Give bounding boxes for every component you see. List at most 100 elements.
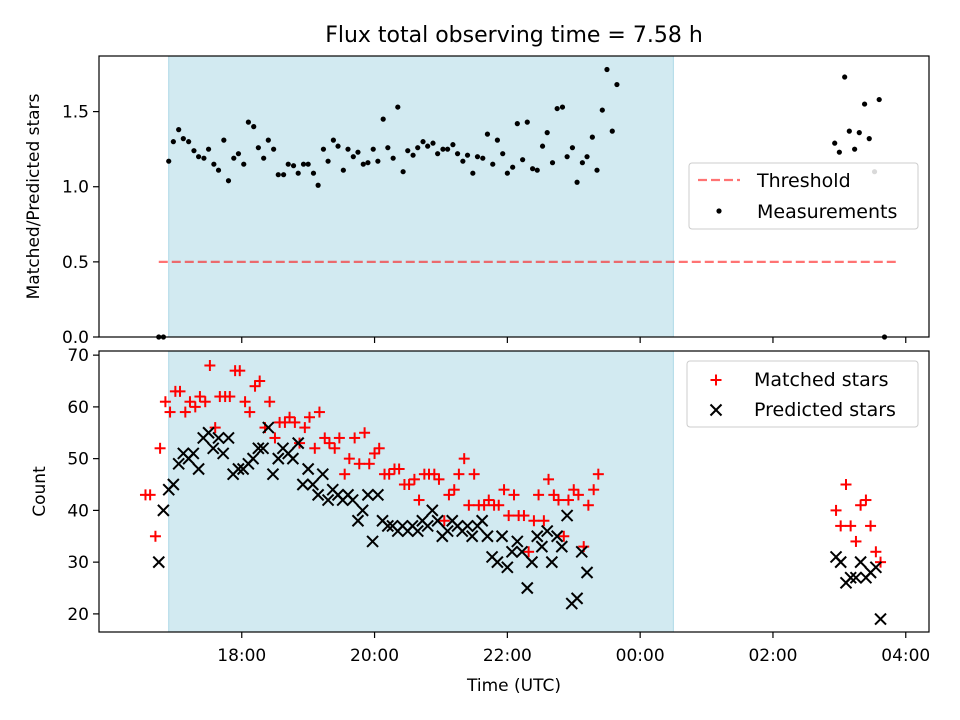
matched-point	[523, 546, 535, 558]
predicted-point-b	[570, 592, 584, 605]
predicted-point-b	[222, 431, 235, 445]
measurement-point	[355, 149, 361, 155]
predicted-point-b	[321, 493, 335, 507]
predicted-point-b	[580, 566, 594, 579]
measurement-point	[261, 155, 267, 161]
predicted-point-b	[426, 504, 439, 517]
predicted-point	[481, 530, 494, 543]
predicted-point	[874, 612, 887, 626]
measurement-point	[609, 128, 615, 134]
measurement-point	[325, 158, 331, 164]
predicted-point	[152, 555, 165, 569]
measurement-point	[504, 170, 510, 176]
predicted-point	[461, 519, 474, 533]
measurement-point	[579, 160, 585, 166]
predicted-point	[421, 519, 434, 533]
matched-point	[189, 401, 201, 413]
predicted-point-b	[874, 612, 887, 626]
measurement-point	[836, 149, 842, 155]
predicted-point-b	[346, 493, 359, 507]
matched-point	[264, 396, 276, 408]
bottom-plot-frame	[98, 350, 930, 633]
matched-point	[572, 489, 584, 501]
measurement-point	[221, 137, 227, 143]
measurement-point	[420, 139, 426, 145]
bottom-legend-box	[686, 360, 919, 428]
matched-point	[393, 463, 405, 475]
matched-point	[363, 458, 375, 470]
predicted-point	[834, 555, 847, 569]
measurement-point	[832, 140, 838, 146]
x-axis-label: Time (UTC)	[466, 676, 561, 696]
measurement-point	[549, 160, 556, 166]
predicted-point	[381, 519, 395, 533]
measurement-point	[395, 104, 401, 110]
measurement-point	[370, 146, 376, 152]
legend-measurements-label: Measurements	[757, 201, 897, 223]
matched-point	[588, 484, 600, 496]
predicted-point	[256, 442, 270, 455]
measurement-point	[251, 124, 257, 130]
matched-point	[558, 530, 570, 542]
matched-point	[468, 468, 480, 480]
matched-point	[433, 473, 445, 485]
predicted-point	[291, 436, 305, 450]
predicted-point-b	[207, 442, 220, 455]
predicted-point-b	[505, 545, 519, 558]
measurement-point	[186, 139, 192, 145]
top-y-tick-label: 1.5	[62, 103, 89, 123]
bottom-x-tick-label: 22:00	[483, 646, 532, 666]
predicted-point	[356, 504, 369, 517]
predicted-point-b	[869, 561, 883, 574]
top-y-tick-label: 1.0	[62, 178, 89, 198]
predicted-point-b	[441, 524, 454, 538]
bottom-x-tick-label: 04:00	[881, 646, 930, 666]
predicted-point	[501, 561, 514, 574]
matched-point	[359, 427, 371, 439]
matched-point	[284, 411, 296, 423]
predicted-point-b	[535, 540, 549, 553]
legend-plus-marker	[710, 374, 722, 386]
predicted-point-b	[356, 504, 369, 517]
predicted-point	[172, 457, 185, 471]
measurement-point	[614, 81, 620, 88]
matched-point	[528, 515, 540, 527]
matched-point	[224, 391, 236, 403]
predicted-point	[854, 555, 867, 569]
top-y-tick-label: 0.5	[62, 253, 89, 273]
measurement-point	[534, 167, 540, 173]
top-plot-frame	[98, 55, 930, 338]
matched-point	[483, 494, 495, 506]
measurement-point	[170, 139, 176, 145]
measurement-point	[574, 179, 580, 185]
measurement-point	[484, 131, 491, 137]
predicted-point-b	[371, 488, 385, 502]
bottom-x-axis: 18:00 20:00 22:00 00:00 02:00 04:00	[217, 632, 930, 666]
matched-point	[463, 499, 475, 511]
predicted-point-b	[252, 442, 265, 455]
measurement-point	[494, 137, 500, 143]
matched-point	[194, 391, 206, 403]
measurement-point	[295, 170, 301, 176]
predicted-point	[575, 545, 588, 558]
predicted-point-b	[431, 514, 444, 527]
predicted-point-b	[172, 457, 185, 471]
bottom-x-tick-label: 18:00	[217, 646, 266, 666]
predicted-point	[580, 566, 594, 579]
measurement-point	[861, 101, 868, 107]
measurement-point	[539, 143, 546, 149]
predicted-point-b	[550, 530, 564, 543]
matched-point	[413, 494, 425, 506]
predicted-point	[216, 447, 230, 460]
predicted-point-b	[575, 545, 588, 558]
predicted-point	[311, 488, 325, 502]
measurement-point	[415, 145, 421, 151]
predicted-point-b	[555, 540, 569, 553]
legend-matched-label: Matched stars	[754, 369, 888, 391]
predicted-point	[441, 524, 454, 538]
predicted-point	[505, 545, 519, 558]
measurements-series	[156, 66, 888, 340]
measurement-point	[166, 158, 172, 164]
legend-predicted-label: Predicted stars	[754, 399, 896, 421]
measurement-point	[375, 158, 381, 164]
